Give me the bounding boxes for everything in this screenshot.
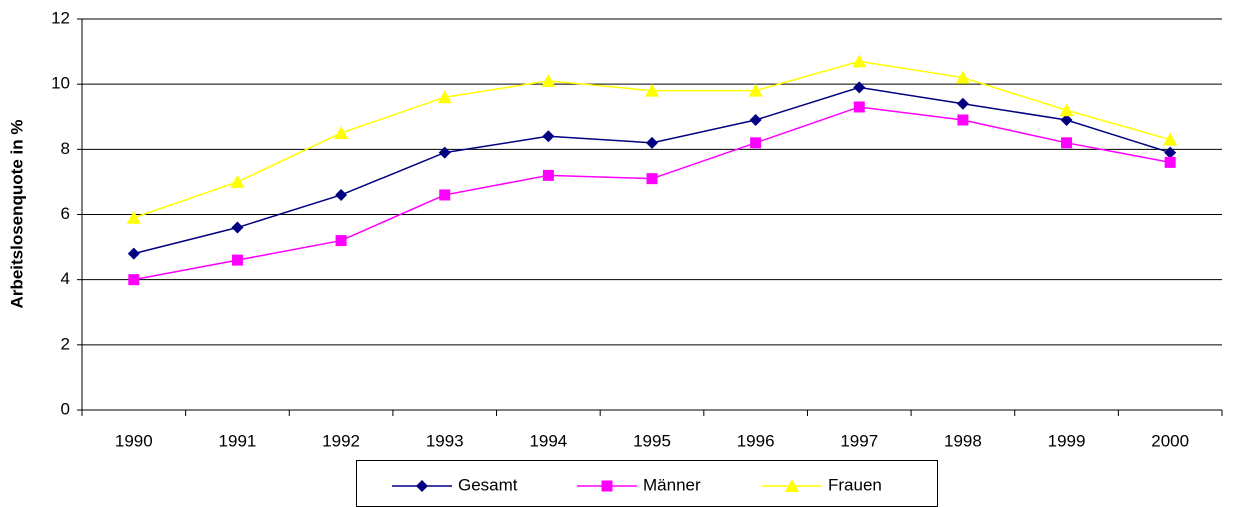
point bbox=[955, 70, 970, 84]
point bbox=[646, 136, 658, 149]
point bbox=[126, 210, 141, 224]
point bbox=[1060, 114, 1073, 127]
point bbox=[956, 97, 969, 110]
legend-marker bbox=[601, 480, 613, 492]
point bbox=[231, 254, 243, 266]
x-tick-label: 1990 bbox=[115, 431, 153, 450]
x-tick-label: 1991 bbox=[219, 431, 257, 450]
point bbox=[645, 83, 659, 97]
point bbox=[957, 114, 969, 126]
x-tick-label: 1993 bbox=[426, 431, 464, 450]
legend-label: Männer bbox=[643, 475, 701, 494]
point bbox=[1059, 103, 1074, 117]
point bbox=[1164, 156, 1176, 168]
point bbox=[852, 54, 867, 68]
point bbox=[1163, 132, 1178, 146]
x-tick-label: 1992 bbox=[322, 431, 360, 450]
point bbox=[542, 130, 555, 143]
point bbox=[334, 126, 349, 140]
point bbox=[230, 174, 245, 188]
point bbox=[439, 189, 451, 201]
point bbox=[748, 83, 763, 97]
x-tick-label: 1995 bbox=[633, 431, 671, 450]
x-tick-label: 1994 bbox=[529, 431, 567, 450]
y-tick-label: 8 bbox=[61, 139, 70, 158]
x-tick-label: 1998 bbox=[944, 431, 982, 450]
point bbox=[128, 274, 140, 286]
y-tick-label: 4 bbox=[61, 269, 70, 288]
legend-marker bbox=[785, 479, 799, 492]
x-tick-label: 2000 bbox=[1151, 431, 1189, 450]
point bbox=[750, 137, 762, 149]
point bbox=[438, 146, 451, 159]
legend-box bbox=[356, 460, 938, 507]
point bbox=[646, 173, 658, 185]
legend-label: Gesamt bbox=[458, 475, 518, 494]
point bbox=[231, 221, 244, 234]
y-tick-label: 6 bbox=[61, 204, 70, 223]
point bbox=[127, 247, 140, 260]
x-tick-label: 1996 bbox=[737, 431, 775, 450]
point bbox=[749, 114, 762, 127]
y-tick-label: 2 bbox=[61, 334, 70, 353]
series-line bbox=[133, 86, 1171, 255]
y-axis-label: Arbeitslosenquote in % bbox=[7, 120, 26, 309]
point bbox=[437, 90, 452, 104]
x-tick-label: 1997 bbox=[840, 431, 878, 450]
point bbox=[1164, 146, 1177, 159]
x-tick-label: 1999 bbox=[1048, 431, 1086, 450]
legend-label: Frauen bbox=[828, 475, 882, 494]
point bbox=[853, 101, 865, 113]
y-tick-label: 0 bbox=[61, 399, 70, 418]
point bbox=[853, 81, 866, 94]
point bbox=[335, 235, 347, 247]
point bbox=[1061, 137, 1073, 149]
point bbox=[541, 73, 556, 87]
series-line bbox=[133, 106, 1171, 281]
legend-marker bbox=[416, 480, 428, 492]
y-tick-label: 12 bbox=[51, 8, 70, 27]
point bbox=[542, 169, 554, 181]
y-tick-label: 10 bbox=[51, 74, 70, 93]
point bbox=[335, 188, 348, 201]
